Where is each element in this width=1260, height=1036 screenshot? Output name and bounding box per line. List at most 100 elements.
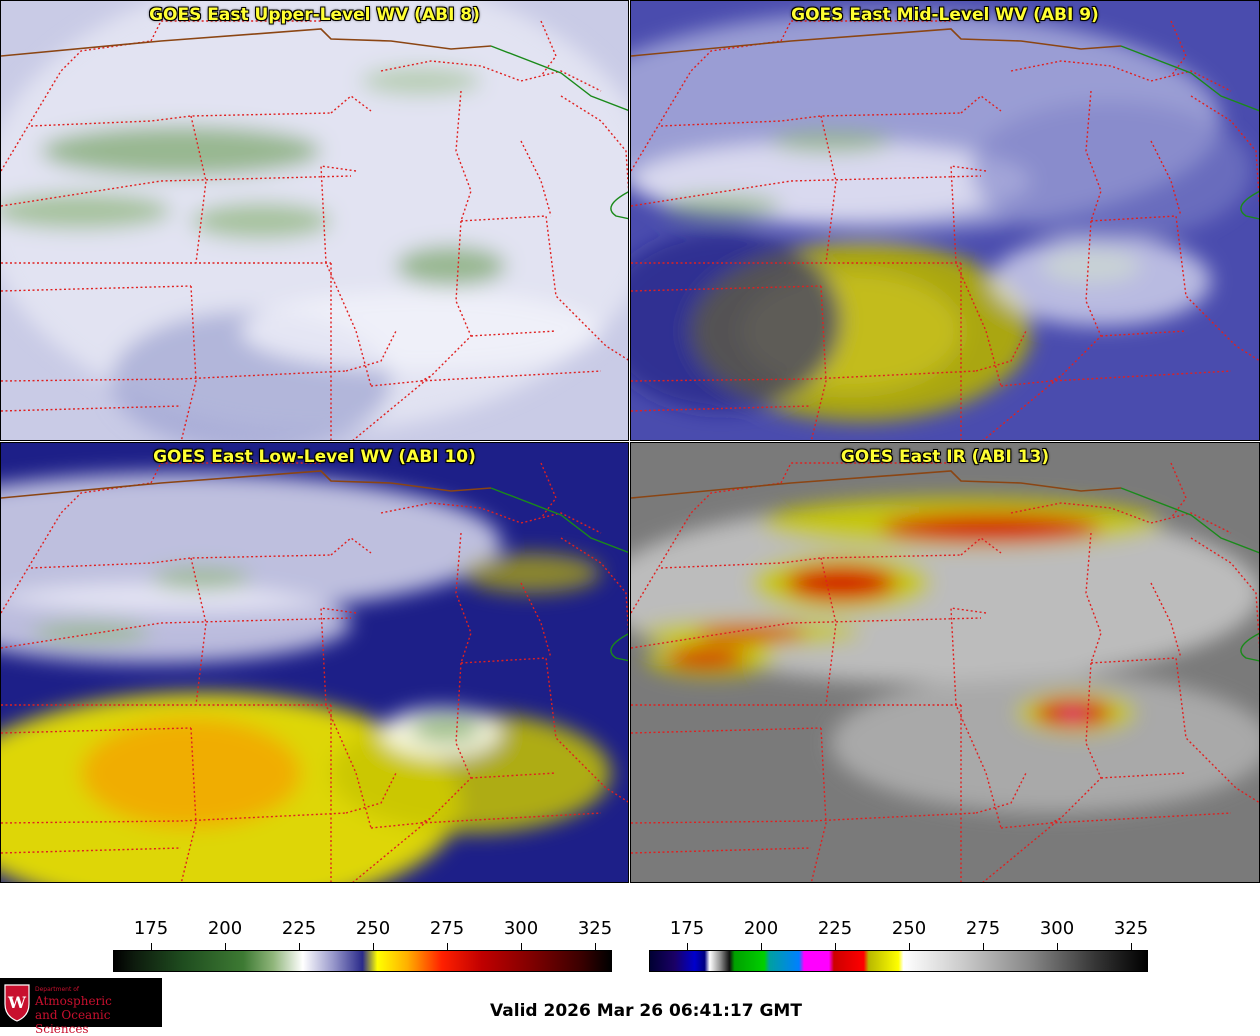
panel-upper-level-wv: GOES East Upper-Level WV (ABI 8) [0, 0, 629, 441]
state-border [1, 617, 352, 649]
state-border [380, 60, 602, 92]
tick-label: 250 [355, 918, 391, 939]
state-border [631, 405, 812, 412]
state-border [1100, 772, 1187, 779]
state-border [470, 772, 557, 779]
map-mid-level-wv [631, 1, 1259, 440]
cloud-feature [666, 647, 746, 669]
lake-border [490, 487, 628, 553]
cloud-feature [31, 621, 151, 645]
state-border [1, 370, 347, 382]
valid-time: Valid 2026 Mar 26 06:41:17 GMT [490, 1001, 802, 1021]
state-border [190, 115, 207, 264]
cloud-feature [661, 194, 781, 218]
logo-dept: Department of [35, 986, 79, 993]
lake-border [610, 191, 628, 220]
state-border [975, 330, 1027, 372]
canada-border [1, 28, 492, 57]
cloud-feature [971, 101, 1251, 241]
state-border [1085, 532, 1102, 664]
uw-crest-icon: W [4, 984, 30, 1022]
cloud-feature [1, 473, 501, 613]
tick-label: 275 [429, 918, 465, 939]
state-border [380, 502, 602, 534]
panel-title: GOES East IR (ABI 13) [840, 447, 1050, 467]
state-border [180, 727, 197, 882]
state-border [1050, 370, 1232, 382]
state-border [560, 95, 628, 192]
lake-border [1240, 632, 1259, 662]
state-border [520, 140, 552, 217]
state-border [631, 617, 982, 649]
lake-border [490, 45, 628, 111]
state-border [1, 285, 192, 292]
state-border [631, 847, 812, 854]
lake-border [1120, 45, 1259, 112]
state-border [975, 772, 1027, 814]
state-border [1170, 20, 1187, 77]
panel-ir: GOES East IR (ABI 13) [630, 442, 1260, 883]
state-border [660, 112, 962, 127]
state-border [180, 285, 197, 440]
state-border [540, 20, 557, 77]
state-border [420, 812, 602, 824]
state-border [631, 370, 977, 382]
state-border [631, 175, 982, 207]
ir-colorbar [649, 950, 1148, 972]
canada-border [631, 470, 1122, 499]
svg-text:W: W [7, 993, 27, 1012]
tick-label: 300 [503, 918, 539, 939]
cloud-feature [191, 203, 331, 239]
cloud-feature [241, 291, 601, 371]
state-border [420, 370, 602, 382]
cloud-feature [1063, 710, 1083, 720]
state-border [1050, 812, 1232, 824]
state-border [1, 405, 182, 412]
tick-label: 200 [207, 918, 243, 939]
lake-border [1120, 487, 1259, 554]
state-border [190, 557, 207, 706]
state-border [820, 557, 837, 706]
state-border [660, 554, 962, 569]
state-border [1150, 140, 1182, 217]
state-border [1190, 537, 1259, 649]
map-low-level-wv [1, 443, 628, 882]
cloud-feature [831, 673, 1259, 813]
cloud-feature [771, 129, 891, 153]
cloud-feature [151, 566, 251, 590]
state-border [631, 285, 822, 292]
tick-label: 225 [817, 918, 853, 939]
state-border [345, 330, 397, 372]
tick-label: 250 [891, 918, 927, 939]
state-border [1150, 582, 1182, 659]
state-border [30, 554, 332, 569]
cloud-feature [696, 625, 806, 641]
aos-logo: W Department of Atmospheric and Oceanic … [0, 978, 162, 1036]
state-border [1, 175, 352, 207]
state-border [1, 847, 182, 854]
state-border [1010, 60, 1232, 92]
cloud-feature [41, 126, 321, 176]
state-border [1010, 502, 1232, 534]
cloud-feature [411, 713, 481, 743]
state-border [30, 112, 332, 127]
cloud-feature [631, 231, 841, 411]
logo-line-1: Atmospheric [35, 994, 112, 1008]
cloud-feature [786, 565, 896, 601]
map-upper-level-wv [1, 1, 628, 440]
cloud-feature [881, 513, 1101, 543]
state-border [1, 812, 347, 824]
state-border [820, 115, 837, 264]
state-border [631, 812, 977, 824]
panel-title: GOES East Upper-Level WV (ABI 8) [149, 5, 480, 25]
state-border [1100, 330, 1187, 337]
tick-label: 325 [1113, 918, 1149, 939]
state-border [810, 727, 827, 882]
tick-label: 325 [577, 918, 613, 939]
state-border [560, 537, 628, 634]
state-border [345, 772, 397, 814]
state-border [1085, 90, 1102, 222]
state-border [540, 462, 557, 519]
panel-title: GOES East Mid-Level WV (ABI 9) [791, 5, 1099, 25]
panel-low-level-wv: GOES East Low-Level WV (ABI 10) [0, 442, 629, 883]
